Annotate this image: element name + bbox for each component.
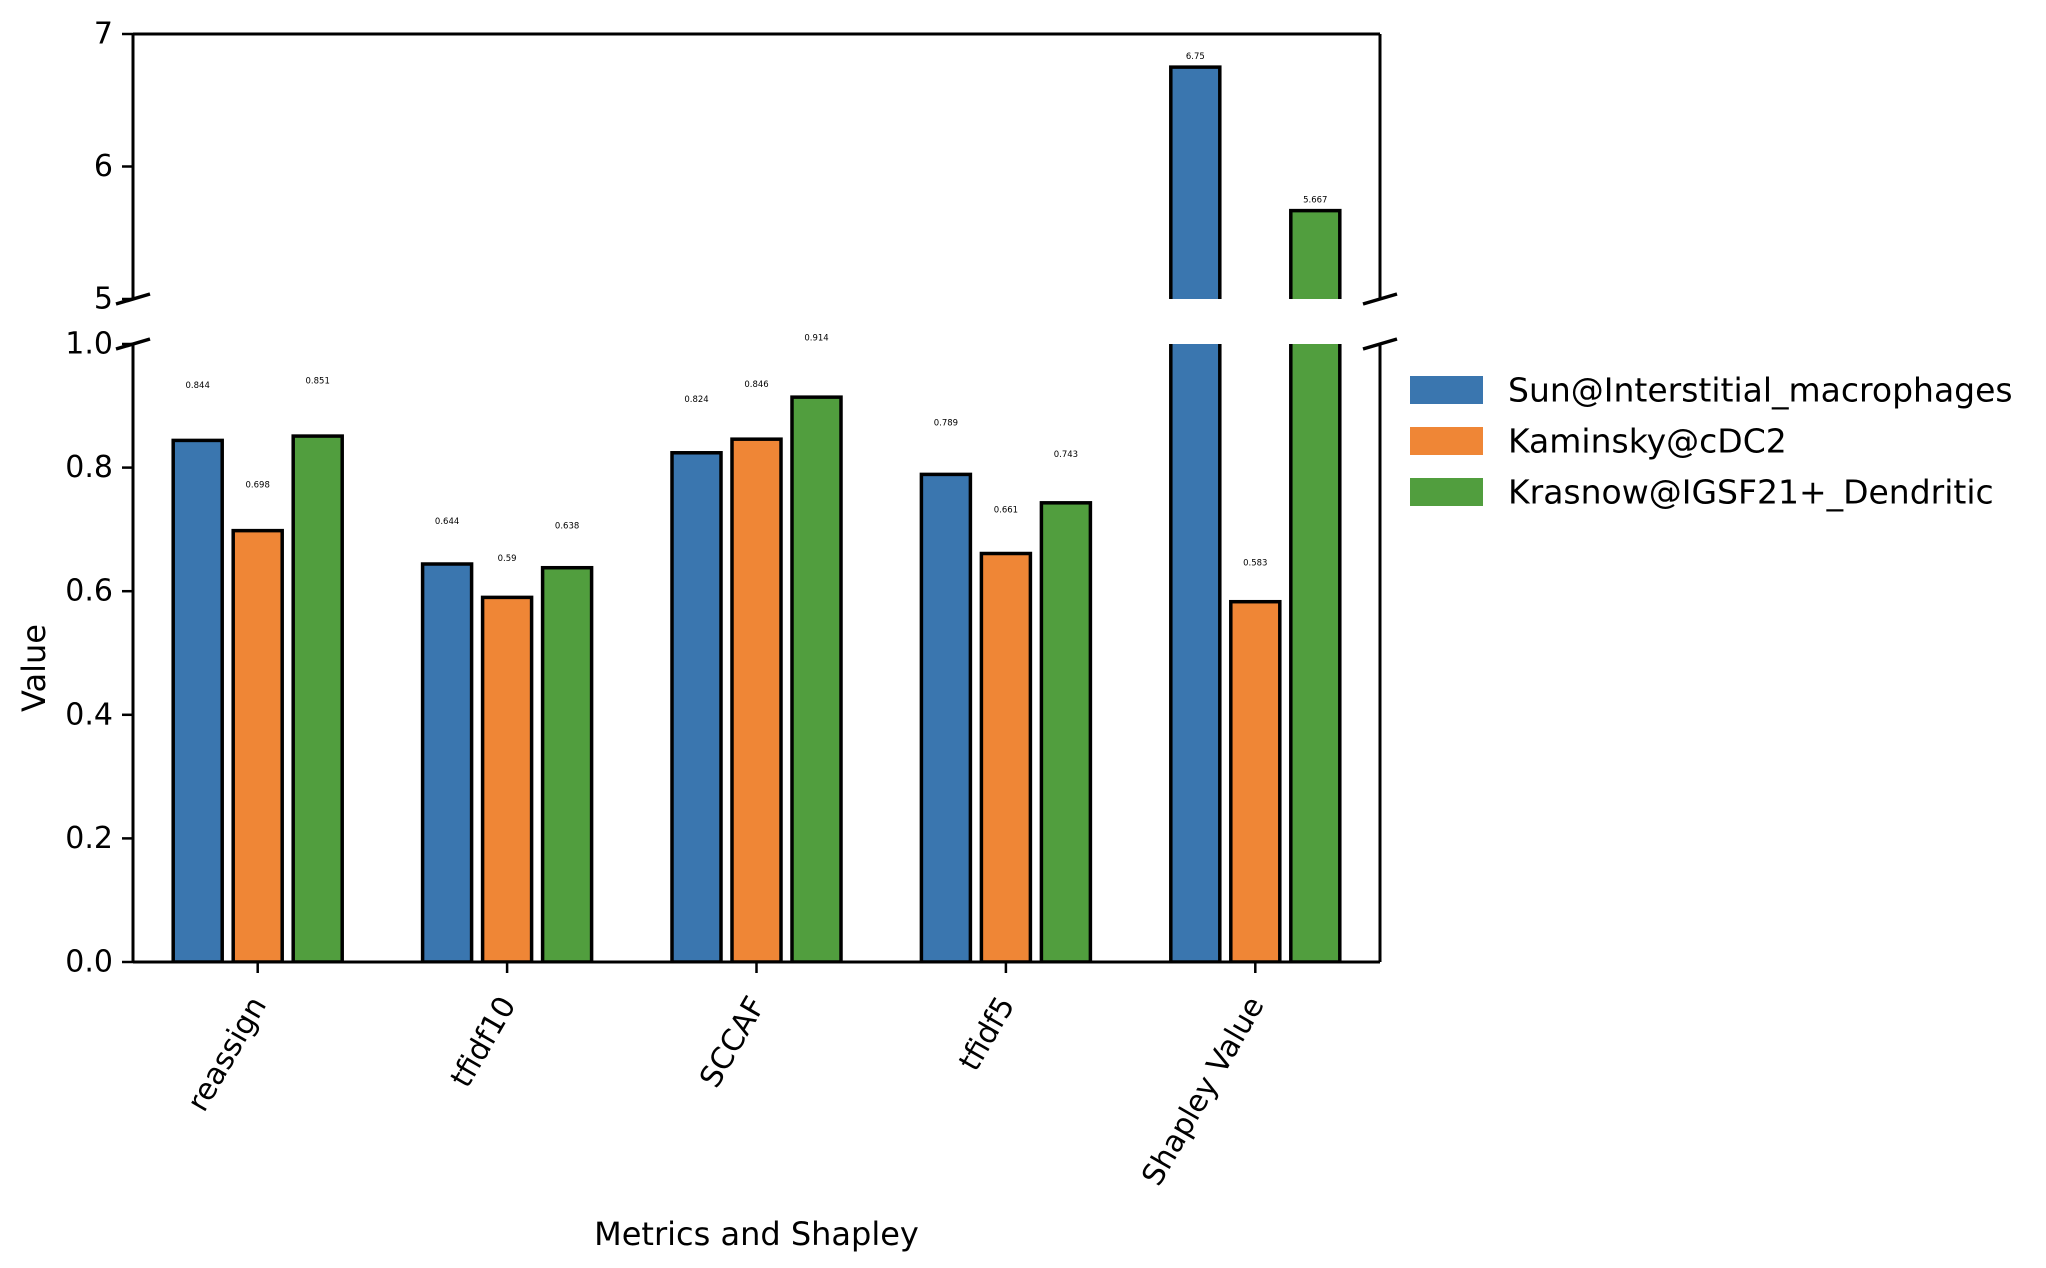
y-tick-label: 0.2 — [65, 821, 113, 856]
bar-krasnow-igsf21-dendritic-shapley-value — [1289, 344, 1342, 962]
value-label: 0.846 — [744, 380, 768, 390]
legend-swatch-sun-interstitial-macrophages — [1410, 376, 1483, 404]
x-tick-label: tfidf5 — [952, 991, 1022, 1077]
bar-sun-interstitial-macrophages-shapley-value — [1169, 344, 1222, 962]
legend-swatch-krasnow-igsf21-dendritic — [1410, 478, 1483, 506]
bar-kaminsky-cdc2-reassign — [231, 528, 284, 962]
bar-sun-interstitial-macrophages-reassign — [171, 438, 224, 962]
value-labels: 0.844 0.698 0.851 0.644 0.59 0.638 0.824 0.846 0… — [186, 52, 1328, 569]
y-tick-label: 5 — [94, 282, 113, 317]
legend-label-kaminsky-cdc2: Kaminsky@cDC2 — [1508, 422, 1787, 461]
legend-swatch-kaminsky-cdc2 — [1410, 427, 1483, 455]
value-label: 0.914 — [804, 334, 828, 344]
x-tick-label: reassign — [181, 991, 274, 1118]
value-label: 5.667 — [1303, 196, 1327, 206]
bar-sun-interstitial-macrophages-shapley-value-upper — [1169, 65, 1222, 299]
x-tick-label: tfidf10 — [444, 991, 524, 1094]
value-label: 0.583 — [1243, 559, 1267, 569]
value-label: 0.824 — [684, 395, 708, 405]
y-tick-label: 0.8 — [65, 450, 113, 485]
bar-krasnow-igsf21-dendritic-shapley-value-upper — [1289, 208, 1342, 299]
bar-kaminsky-cdc2-sccaf — [730, 437, 783, 962]
y-tick-label: 0.6 — [65, 574, 113, 609]
value-label: 0.844 — [186, 381, 210, 391]
value-label: 0.789 — [934, 419, 958, 429]
bar-kaminsky-cdc2-tfidf5 — [979, 551, 1033, 962]
y-tick-label: 6 — [94, 149, 113, 184]
bar-kaminsky-cdc2-tfidf10 — [480, 595, 534, 962]
y-axis-label: Value — [15, 624, 53, 712]
bar-sun-interstitial-macrophages-tfidf5 — [919, 472, 973, 962]
value-label: 0.743 — [1054, 450, 1078, 460]
y-tick-label: 0.0 — [65, 945, 113, 980]
x-tick-label: Shapley Value — [1135, 991, 1271, 1192]
bar-sun-interstitial-macrophages-sccaf — [670, 451, 723, 962]
y-tick-label: 7 — [94, 17, 113, 52]
bar-sun-interstitial-macrophages-tfidf10 — [420, 562, 474, 962]
value-label: 6.75 — [1186, 52, 1205, 62]
legend: Sun@Interstitial_macrophages Kaminsky@cDC… — [1410, 371, 2013, 512]
bar-krasnow-igsf21-dendritic-reassign — [291, 434, 344, 962]
axis-break-marks — [115, 292, 1398, 351]
x-axis-label: Metrics and Shapley — [594, 1215, 919, 1253]
value-label: 0.59 — [498, 554, 517, 564]
bar-krasnow-igsf21-dendritic-sccaf — [790, 395, 843, 962]
value-label: 0.661 — [994, 506, 1018, 516]
upper-panel — [1169, 65, 1342, 299]
bar-krasnow-igsf21-dendritic-tfidf5 — [1039, 501, 1093, 962]
value-label: 0.638 — [555, 521, 579, 531]
lower-panel — [171, 344, 1342, 962]
legend-label-krasnow-igsf21-dendritic: Krasnow@IGSF21+_Dendritic — [1508, 473, 1994, 512]
x-tick-label: SCCAF — [693, 991, 773, 1094]
y-tick-label: 1.0 — [65, 327, 113, 362]
value-label: 0.644 — [435, 517, 459, 527]
bar-krasnow-igsf21-dendritic-tfidf10 — [540, 565, 594, 962]
value-label: 0.698 — [246, 480, 270, 490]
legend-label-sun-interstitial-macrophages: Sun@Interstitial_macrophages — [1508, 371, 2013, 410]
bar-kaminsky-cdc2-shapley-value — [1229, 599, 1282, 962]
value-label: 0.851 — [306, 376, 330, 386]
y-tick-label: 0.4 — [65, 697, 113, 732]
